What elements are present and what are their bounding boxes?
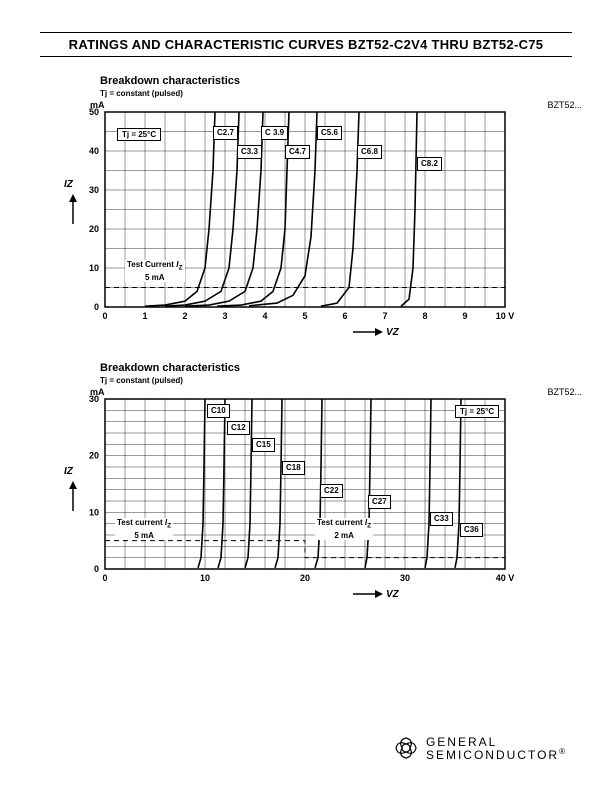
svg-text:30: 30 <box>89 185 99 195</box>
curve-label: C2.7 <box>213 126 238 140</box>
curve-label: C 3.9 <box>261 126 288 140</box>
chart1-corner: BZT52... <box>547 100 582 110</box>
chart2-title: Breakdown characteristics <box>100 362 612 374</box>
curve-label: C6.8 <box>357 145 382 159</box>
svg-text:30: 30 <box>400 573 410 583</box>
temp-label: Tj = 25°C <box>455 405 499 418</box>
arrow-up-icon <box>68 481 78 511</box>
svg-text:1: 1 <box>142 311 147 321</box>
chart2-corner: BZT52... <box>547 387 582 397</box>
chart1-wrap: mA IZ 012345678910 V01020304050 BZT52...… <box>60 104 612 325</box>
svg-text:8: 8 <box>422 311 427 321</box>
chart1-y-label: IZ <box>64 179 73 190</box>
chart1-x-label: VZ <box>140 327 612 338</box>
curve-label: C33 <box>430 512 453 526</box>
curve-label: C3.3 <box>237 145 262 159</box>
curve-label: C10 <box>207 404 230 418</box>
curve-label: C36 <box>460 523 483 537</box>
logo-icon <box>392 734 420 762</box>
curve-label: C8.2 <box>417 157 442 171</box>
chart2-svg: 010203040 V0102030 <box>60 391 515 587</box>
svg-text:0: 0 <box>94 302 99 312</box>
chart1-title: Breakdown characteristics <box>100 75 612 87</box>
curve-label: C15 <box>252 438 275 452</box>
curve-label: C12 <box>227 421 250 435</box>
test-current-label-b: Test current IZ2 mA <box>315 518 373 540</box>
arrow-right-icon <box>353 590 383 598</box>
curve-label: C27 <box>368 495 391 509</box>
test-current-label: Test Current IZ5 mA <box>125 260 185 282</box>
svg-text:10: 10 <box>200 573 210 583</box>
svg-text:5: 5 <box>302 311 307 321</box>
svg-text:0: 0 <box>102 311 107 321</box>
chart2-subtitle: Tj = constant (pulsed) <box>100 376 612 385</box>
svg-text:20: 20 <box>89 451 99 461</box>
svg-text:4: 4 <box>262 311 267 321</box>
chart2-y-unit: mA <box>90 387 105 397</box>
curve-label: C5.6 <box>317 126 342 140</box>
svg-text:2: 2 <box>182 311 187 321</box>
chart1-y-unit: mA <box>90 100 105 110</box>
arrow-up-icon <box>68 194 78 224</box>
svg-text:6: 6 <box>342 311 347 321</box>
curve-label: C18 <box>282 461 305 475</box>
brand-top: GENERAL <box>426 735 497 749</box>
curve-label: C22 <box>320 484 343 498</box>
page-header: RATINGS AND CHARACTERISTIC CURVES BZT52-… <box>40 0 572 57</box>
logo-text: GENERAL SEMICONDUCTOR® <box>426 736 567 761</box>
chart2-x-label: VZ <box>140 589 612 600</box>
chart1-subtitle: Tj = constant (pulsed) <box>100 89 612 98</box>
chart2-block: Breakdown characteristics Tj = constant … <box>100 362 612 600</box>
svg-text:20: 20 <box>300 573 310 583</box>
test-current-label-a: Test current IZ5 mA <box>115 518 173 540</box>
arrow-right-icon <box>353 328 383 336</box>
svg-text:7: 7 <box>382 311 387 321</box>
svg-text:10: 10 <box>89 507 99 517</box>
curve-label: C4.7 <box>285 145 310 159</box>
svg-text:9: 9 <box>462 311 467 321</box>
svg-text:40 V: 40 V <box>496 573 515 583</box>
footer-logo: GENERAL SEMICONDUCTOR® <box>392 734 567 762</box>
chart2-y-label: IZ <box>64 466 73 477</box>
svg-text:0: 0 <box>102 573 107 583</box>
reg-mark: ® <box>559 747 567 756</box>
temp-label: Tj = 25°C <box>117 128 161 141</box>
chart2-wrap: mA IZ 010203040 V0102030 BZT52... C10C12… <box>60 391 612 587</box>
svg-text:3: 3 <box>222 311 227 321</box>
page-title: RATINGS AND CHARACTERISTIC CURVES BZT52-… <box>40 37 572 52</box>
svg-text:40: 40 <box>89 146 99 156</box>
chart1-block: Breakdown characteristics Tj = constant … <box>100 75 612 338</box>
svg-text:20: 20 <box>89 224 99 234</box>
svg-text:10 V: 10 V <box>496 311 515 321</box>
brand-bot: SEMICONDUCTOR <box>426 748 559 762</box>
svg-text:0: 0 <box>94 564 99 574</box>
svg-text:10: 10 <box>89 263 99 273</box>
